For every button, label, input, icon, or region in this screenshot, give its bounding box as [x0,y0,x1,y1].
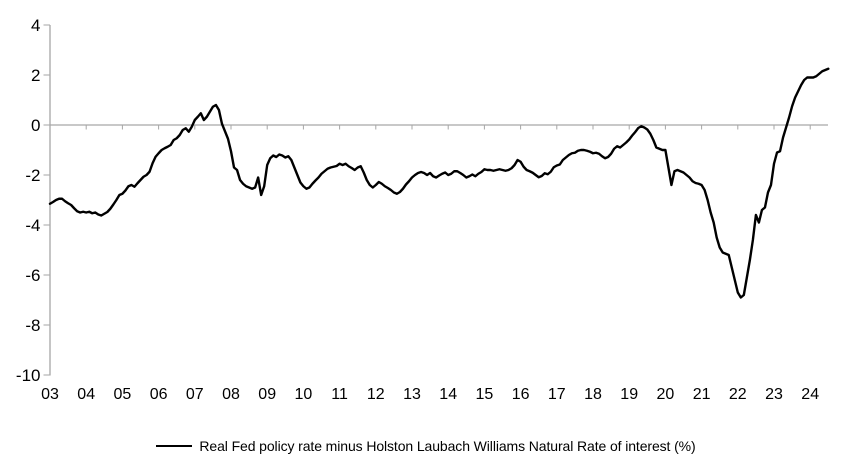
x-tick-label: 05 [114,386,132,403]
legend-label: Real Fed policy rate minus Holston Lauba… [199,438,696,454]
x-tick-label: 21 [693,386,711,403]
legend-line-sample [156,444,193,448]
x-tick-label: 09 [258,386,276,403]
x-tick-label: 08 [222,386,240,403]
x-tick-label: 07 [186,386,204,403]
x-tick-label: 12 [367,386,385,403]
y-tick-label: 0 [31,116,40,135]
y-tick-label: -2 [25,166,40,185]
x-tick-label: 17 [548,386,566,403]
series-line [48,67,830,299]
y-tick-label: 4 [31,16,40,35]
x-tick-label: 06 [150,386,168,403]
x-tick-label: 22 [729,386,747,403]
x-tick-label: 11 [331,386,348,403]
x-tick-label: 04 [77,386,95,403]
x-tick-label: 14 [439,386,457,403]
x-tick-label: 24 [801,386,819,403]
x-tick-label: 23 [765,386,783,403]
x-tick-label: 13 [403,386,421,403]
legend: Real Fed policy rate minus Holston Lauba… [0,435,852,457]
x-tick-label: 10 [295,386,313,403]
x-tick-label: 03 [41,386,59,403]
x-tick-label: 20 [657,386,675,403]
y-tick-label: -6 [25,266,40,285]
y-tick-label: -10 [16,366,41,385]
x-tick-label: 19 [620,386,638,403]
y-tick-label: -8 [25,316,40,335]
y-tick-label: -4 [25,216,40,235]
x-tick-label: 15 [476,386,494,403]
y-tick-label: 2 [31,66,40,85]
x-tick-label: 16 [512,386,530,403]
x-tick-label: 18 [584,386,602,403]
